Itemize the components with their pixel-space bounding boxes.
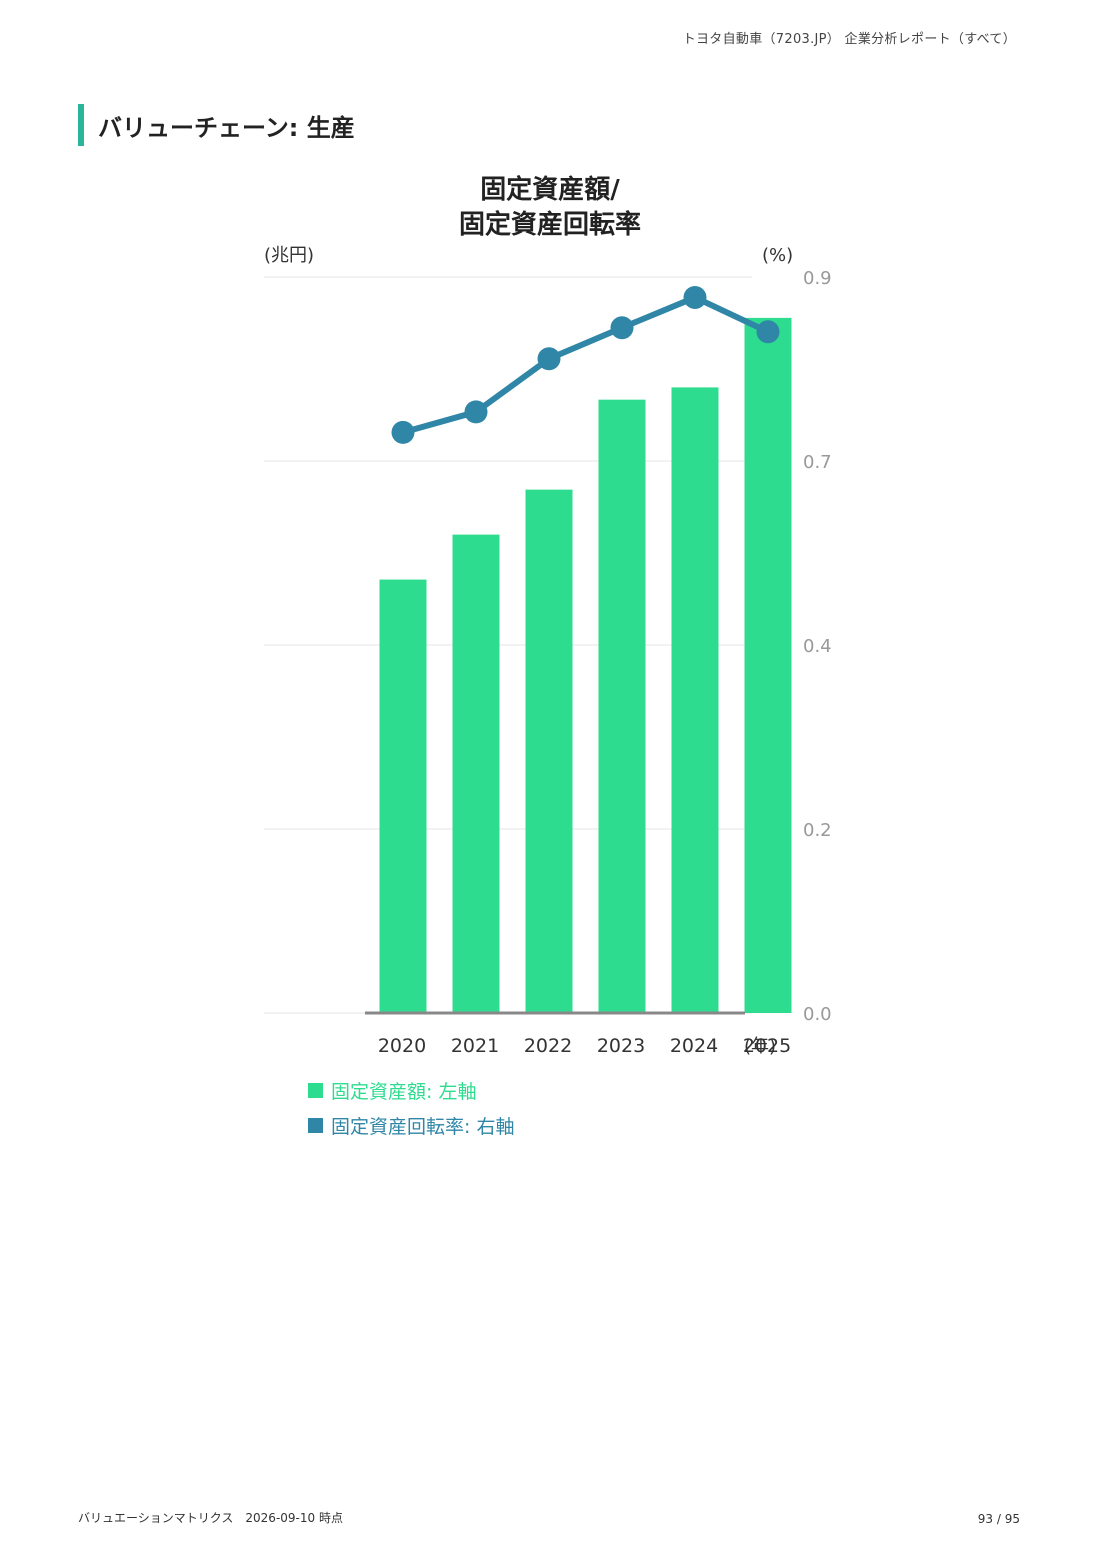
section-accent-bar [78, 104, 84, 146]
legend-swatch-bar [308, 1082, 323, 1098]
legend-label: 固定資産額: 左軸 [331, 1080, 477, 1103]
chart-legend: 固定資産額: 左軸 固定資産回転率: 右軸 [308, 1078, 514, 1148]
bar [525, 489, 573, 1014]
x-tick-label: 2021 [451, 1035, 499, 1057]
turnover-line [402, 294, 770, 436]
section-title: バリューチェーン: 生産 [98, 113, 355, 142]
footer-source: バリュエーションマトリクス 2026-09-10 時点 [78, 1511, 343, 1525]
legend-item-fixed-assets: 固定資産額: 左軸 [308, 1078, 514, 1103]
bar [671, 387, 719, 1013]
line-point [756, 320, 780, 344]
bar [744, 317, 792, 1013]
legend-swatch-line [308, 1117, 323, 1133]
right-tick-label: 0.7 [803, 452, 832, 473]
right-tick-label: 0.9 [803, 268, 832, 289]
line-point [537, 347, 561, 371]
bar [452, 534, 500, 1013]
section-heading: バリューチェーン: 生産 [78, 104, 355, 146]
legend-label: 固定資産回転率: 右軸 [331, 1115, 515, 1138]
right-tick-label: 0.0 [803, 1004, 832, 1025]
x-tick-label: 2023 [597, 1035, 645, 1057]
bar [379, 579, 427, 1013]
line-point [683, 285, 707, 309]
x-tick-label: 2022 [524, 1035, 572, 1057]
right-tick-label: 0.4 [803, 636, 832, 657]
x-tick-label: 2020 [378, 1035, 426, 1057]
x-tick-label: 2025 [743, 1035, 791, 1057]
line-point [610, 316, 634, 340]
x-tick-label: 2024 [670, 1035, 718, 1057]
line-point [464, 400, 488, 424]
right-tick-label: 0.2 [803, 820, 832, 841]
bar [598, 399, 646, 1014]
report-title: トヨタ自動車（7203.JP） 企業分析レポート（すべて） [682, 32, 1016, 47]
page-number: 93 / 95 [977, 1512, 1020, 1526]
line-point [391, 420, 415, 444]
legend-item-asset-turnover: 固定資産回転率: 右軸 [308, 1113, 515, 1138]
chart-title-line1: 固定資産額/ [480, 174, 620, 205]
left-axis-unit: (兆円) [264, 245, 314, 266]
x-axis-unit: (年) [744, 1036, 776, 1057]
right-axis-unit: (%) [762, 245, 793, 266]
chart-title-line2: 固定資産回転率 [459, 209, 641, 240]
